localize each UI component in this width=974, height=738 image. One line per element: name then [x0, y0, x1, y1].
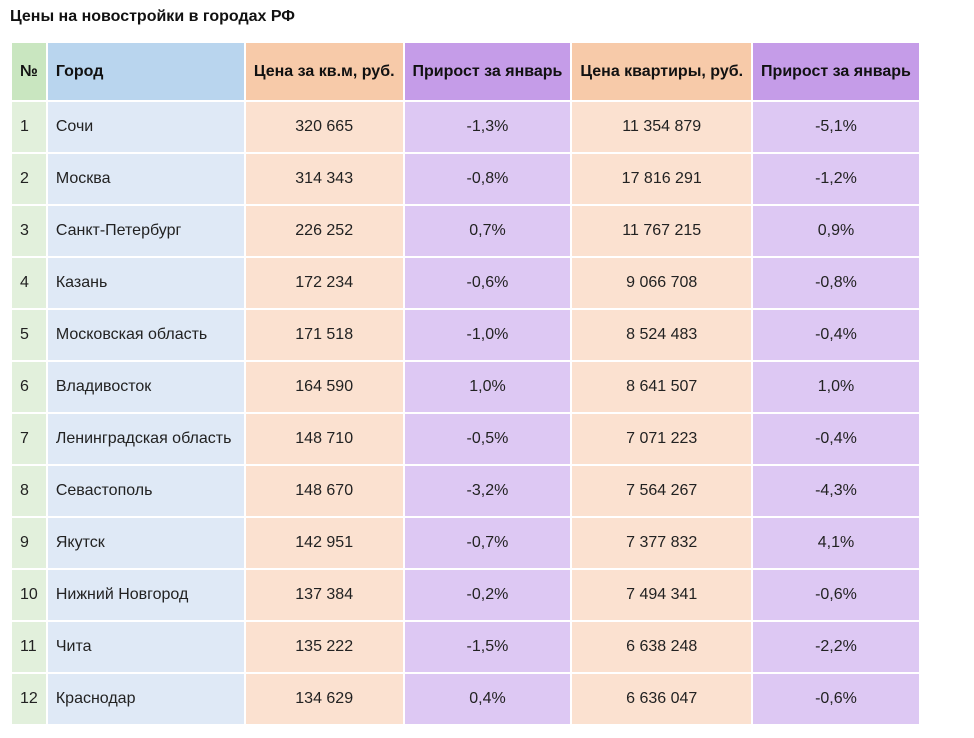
- cell-number: 3: [12, 206, 46, 256]
- cell-apartment-price: 7 564 267: [572, 466, 752, 516]
- table-row: 6 Владивосток 164 590 1,0% 8 641 507 1,0%: [12, 362, 919, 412]
- cell-price-per-sqm: 137 384: [245, 570, 403, 620]
- cell-price-per-sqm: 148 670: [245, 466, 403, 516]
- header-number: №: [12, 43, 46, 100]
- cell-apartment-price: 9 066 708: [572, 258, 752, 308]
- prices-table: № Город Цена за кв.м, руб. Прирост за ян…: [10, 41, 921, 726]
- cell-apartment-price: 8 524 483: [572, 310, 752, 360]
- cell-city: Чита: [47, 622, 244, 672]
- table-row: 8 Севастополь 148 670 -3,2% 7 564 267 -4,3%: [12, 466, 919, 516]
- cell-city: Нижний Новгород: [47, 570, 244, 620]
- cell-apartment-price: 7 071 223: [572, 414, 752, 464]
- cell-apartment-price: 7 494 341: [572, 570, 752, 620]
- cell-apartment-price: 11 354 879: [572, 102, 752, 152]
- table-row: 5 Московская область 171 518 -1,0% 8 524 483…: [12, 310, 919, 360]
- page-title: Цены на новостройки в городах РФ: [10, 8, 295, 25]
- cell-price-per-sqm: 314 343: [245, 154, 403, 204]
- table-row: 1 Сочи 320 665 -1,3% 11 354 879 -5,1%: [12, 102, 919, 152]
- cell-apartment-price: 6 638 248: [572, 622, 752, 672]
- cell-city: Московская область: [47, 310, 244, 360]
- cell-growth-sqm: -0,6%: [404, 258, 571, 308]
- cell-growth-sqm: -0,5%: [404, 414, 571, 464]
- cell-growth-apartment: -0,8%: [753, 258, 919, 308]
- table-row: 4 Казань 172 234 -0,6% 9 066 708 -0,8%: [12, 258, 919, 308]
- cell-number: 6: [12, 362, 46, 412]
- cell-price-per-sqm: 142 951: [245, 518, 403, 568]
- cell-growth-apartment: -0,6%: [753, 570, 919, 620]
- cell-price-per-sqm: 171 518: [245, 310, 403, 360]
- cell-apartment-price: 7 377 832: [572, 518, 752, 568]
- cell-growth-apartment: -1,2%: [753, 154, 919, 204]
- cell-number: 9: [12, 518, 46, 568]
- cell-city: Владивосток: [47, 362, 244, 412]
- cell-city: Москва: [47, 154, 244, 204]
- table-header: № Город Цена за кв.м, руб. Прирост за ян…: [12, 43, 919, 100]
- cell-number: 11: [12, 622, 46, 672]
- cell-city: Санкт-Петербург: [47, 206, 244, 256]
- cell-growth-apartment: -4,3%: [753, 466, 919, 516]
- cell-apartment-price: 11 767 215: [572, 206, 752, 256]
- table-row: 2 Москва 314 343 -0,8% 17 816 291 -1,2%: [12, 154, 919, 204]
- header-city: Город: [47, 43, 244, 100]
- cell-growth-apartment: 1,0%: [753, 362, 919, 412]
- cell-price-per-sqm: 148 710: [245, 414, 403, 464]
- cell-growth-sqm: -0,2%: [404, 570, 571, 620]
- header-price-per-sqm: Цена за кв.м, руб.: [245, 43, 403, 100]
- cell-city: Казань: [47, 258, 244, 308]
- cell-growth-sqm: -3,2%: [404, 466, 571, 516]
- cell-number: 2: [12, 154, 46, 204]
- cell-growth-apartment: -0,4%: [753, 414, 919, 464]
- table-row: 9 Якутск 142 951 -0,7% 7 377 832 4,1%: [12, 518, 919, 568]
- cell-city: Ленинградская область: [47, 414, 244, 464]
- cell-apartment-price: 6 636 047: [572, 674, 752, 724]
- cell-growth-sqm: -0,7%: [404, 518, 571, 568]
- cell-price-per-sqm: 134 629: [245, 674, 403, 724]
- cell-price-per-sqm: 226 252: [245, 206, 403, 256]
- header-row: № Город Цена за кв.м, руб. Прирост за ян…: [12, 43, 919, 100]
- cell-price-per-sqm: 172 234: [245, 258, 403, 308]
- cell-growth-sqm: -1,5%: [404, 622, 571, 672]
- cell-apartment-price: 17 816 291: [572, 154, 752, 204]
- cell-number: 5: [12, 310, 46, 360]
- table-row: 3 Санкт-Петербург 226 252 0,7% 11 767 215 0,9…: [12, 206, 919, 256]
- cell-growth-sqm: -1,0%: [404, 310, 571, 360]
- cell-growth-sqm: -0,8%: [404, 154, 571, 204]
- cell-number: 12: [12, 674, 46, 724]
- cell-number: 1: [12, 102, 46, 152]
- cell-city: Сочи: [47, 102, 244, 152]
- cell-city: Якутск: [47, 518, 244, 568]
- header-apartment-price: Цена квартиры, руб.: [572, 43, 752, 100]
- table-row: 10 Нижний Новгород 137 384 -0,2% 7 494 341 -0…: [12, 570, 919, 620]
- cell-growth-apartment: -5,1%: [753, 102, 919, 152]
- table-row: 11 Чита 135 222 -1,5% 6 638 248 -2,2%: [12, 622, 919, 672]
- cell-price-per-sqm: 164 590: [245, 362, 403, 412]
- cell-growth-apartment: -2,2%: [753, 622, 919, 672]
- table-row: 12 Краснодар 134 629 0,4% 6 636 047 -0,6%: [12, 674, 919, 724]
- cell-number: 10: [12, 570, 46, 620]
- table-body: 1 Сочи 320 665 -1,3% 11 354 879 -5,1% 2 Москва 3…: [12, 102, 919, 724]
- cell-growth-apartment: -0,6%: [753, 674, 919, 724]
- header-growth-apartment: Прирост за январь: [753, 43, 919, 100]
- cell-number: 7: [12, 414, 46, 464]
- cell-city: Севастополь: [47, 466, 244, 516]
- cell-city: Краснодар: [47, 674, 244, 724]
- cell-price-per-sqm: 135 222: [245, 622, 403, 672]
- cell-number: 8: [12, 466, 46, 516]
- cell-price-per-sqm: 320 665: [245, 102, 403, 152]
- cell-growth-sqm: -1,3%: [404, 102, 571, 152]
- cell-growth-apartment: 4,1%: [753, 518, 919, 568]
- table-row: 7 Ленинградская область 148 710 -0,5% 7 071 …: [12, 414, 919, 464]
- cell-apartment-price: 8 641 507: [572, 362, 752, 412]
- cell-growth-apartment: -0,4%: [753, 310, 919, 360]
- cell-growth-sqm: 0,4%: [404, 674, 571, 724]
- cell-number: 4: [12, 258, 46, 308]
- cell-growth-apartment: 0,9%: [753, 206, 919, 256]
- header-growth-sqm: Прирост за январь: [404, 43, 571, 100]
- cell-growth-sqm: 0,7%: [404, 206, 571, 256]
- cell-growth-sqm: 1,0%: [404, 362, 571, 412]
